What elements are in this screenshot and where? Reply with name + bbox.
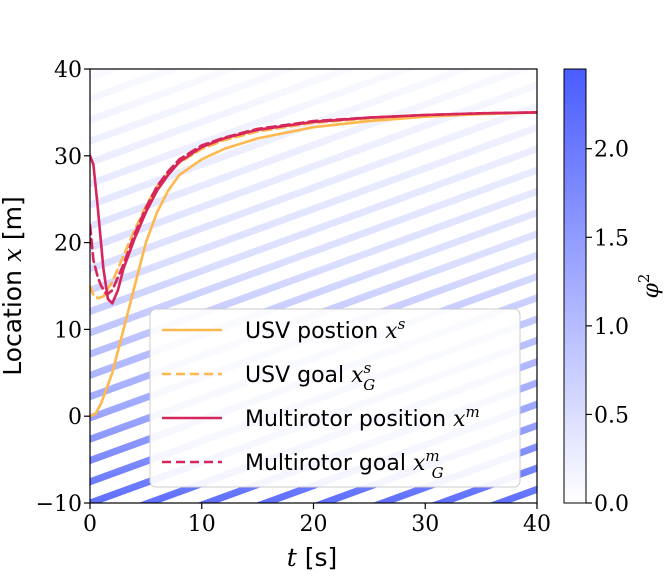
colorbar-tick-label: 0.5	[594, 403, 629, 428]
colorbar-label: φ2	[635, 274, 664, 299]
colorbar: 0.0 0.5 1.0 1.5 2.0 φ2	[563, 68, 664, 517]
colorbar-tick-label: 1.0	[594, 315, 629, 340]
y-tick-label: 0	[68, 405, 82, 430]
y-tick-label: 10	[54, 318, 82, 343]
legend-box	[149, 308, 521, 488]
series-line-1	[90, 111, 537, 418]
legend-label-2: USV goal xs G	[245, 359, 375, 394]
series-line-4	[90, 111, 537, 296]
y-tick-label: 20	[54, 232, 82, 257]
y-tick-label: 40	[54, 58, 82, 83]
legend-label-1: USV postion xs	[245, 315, 406, 344]
colorbar-scale	[563, 68, 587, 504]
x-tick-label: 0	[83, 512, 97, 537]
legend-label-3: Multirotor position xm	[245, 403, 480, 432]
colorbar-tick-label: 1.5	[594, 226, 629, 251]
series-layer	[90, 111, 537, 418]
y-tick-label: −10	[36, 492, 82, 517]
legend-label-4: Multirotor goal xm G	[245, 447, 444, 482]
colorbar-tick-label: 0.0	[594, 492, 629, 517]
x-tick-label: 30	[411, 512, 439, 537]
x-axis-label: t [s]	[287, 543, 338, 572]
x-tick-label: 20	[300, 512, 328, 537]
y-axis-label: Location x [m]	[0, 196, 27, 376]
x-tick-label: 40	[523, 512, 551, 537]
x-tick-label: 10	[188, 512, 216, 537]
x-axis: 0 10 20 30 40	[83, 503, 551, 537]
legend: USV postion xs USV goal xs G Multirotor pos…	[149, 308, 521, 488]
y-tick-label: 30	[54, 145, 82, 170]
colorbar-tick-label: 2.0	[594, 138, 629, 163]
y-axis: −10 0 10 20 30 40	[36, 58, 90, 517]
